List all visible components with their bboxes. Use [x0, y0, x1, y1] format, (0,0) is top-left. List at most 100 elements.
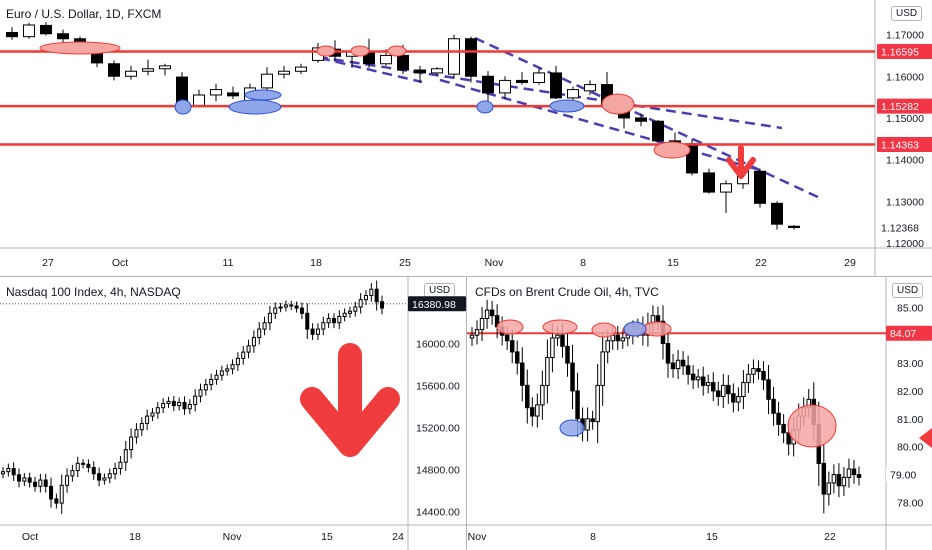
candle	[695, 376, 701, 381]
candle	[585, 418, 590, 431]
x-tick-label: Nov	[485, 257, 504, 269]
y-tick-label: 15200.00	[416, 423, 460, 435]
candle	[57, 33, 69, 40]
x-tick-label: 27	[42, 257, 54, 269]
candle	[620, 337, 626, 342]
touch-marker-red	[39, 41, 121, 55]
candle	[397, 54, 409, 71]
candle	[836, 474, 842, 487]
candle	[545, 356, 550, 386]
y-tick-label: 16000.00	[416, 339, 460, 351]
candle	[710, 382, 716, 392]
candle	[540, 384, 545, 406]
candle	[299, 307, 304, 314]
candle	[81, 462, 86, 465]
candle	[353, 306, 358, 312]
candle	[27, 477, 32, 483]
candle	[766, 379, 771, 400]
candle	[786, 432, 791, 445]
candle	[482, 75, 494, 94]
y-tick-label: 1.12000	[886, 238, 924, 250]
candle	[680, 359, 686, 367]
candle	[746, 373, 751, 384]
candle	[380, 301, 384, 309]
brent-chart[interactable]: CFDs on Brent Crude Oil, 4h, TVC USD 85.…	[467, 277, 932, 550]
candle	[358, 299, 363, 308]
candle	[43, 479, 48, 487]
candle	[337, 315, 342, 324]
candle	[550, 337, 555, 358]
last-price-label: 1.12368	[881, 223, 919, 235]
touch-marker-red	[591, 322, 617, 338]
candle	[177, 401, 182, 407]
candle	[107, 473, 112, 479]
candle	[1, 471, 5, 475]
nasdaq-plot: 16400.0016000.0015600.0015200.0014800.00…	[0, 277, 466, 550]
level-price-label-bg	[877, 136, 932, 152]
candle	[731, 393, 736, 403]
last-price-label-bg	[408, 296, 466, 312]
candle	[567, 89, 579, 99]
candle	[257, 328, 262, 338]
candle	[125, 70, 137, 77]
candle	[484, 309, 490, 319]
x-tick-label: 18	[129, 531, 141, 543]
touch-marker-red	[653, 141, 691, 159]
candle	[754, 170, 766, 204]
candle	[741, 382, 746, 398]
candle	[65, 475, 70, 486]
candle	[700, 376, 706, 386]
x-tick-label: 15	[321, 531, 333, 543]
currency-label[interactable]: USD	[891, 6, 923, 21]
candle	[267, 312, 272, 324]
chart-title: Nasdaq 100 Index, 4h, NASDAQ	[6, 285, 181, 299]
brent-plot: 85.00 83.00 82.00 81.00 80.00 79.00 78.00 Nov 8 1…	[467, 277, 932, 550]
x-tick-label: 18	[310, 257, 322, 269]
candle	[535, 404, 540, 417]
candle	[23, 24, 35, 38]
candle	[821, 462, 827, 495]
candle	[171, 400, 176, 407]
candle	[533, 72, 545, 83]
candle	[342, 312, 347, 317]
candle	[155, 407, 160, 414]
candle	[59, 484, 64, 504]
candle	[203, 384, 208, 391]
touch-marker-red	[387, 45, 407, 57]
panel-divider-vertical	[466, 276, 467, 550]
nasdaq-chart[interactable]: Nasdaq 100 Index, 4h, NASDAQ USD 16400.0…	[0, 277, 466, 550]
x-tick-label: Nov	[223, 531, 242, 543]
candle	[509, 340, 515, 353]
touch-marker-blue	[549, 99, 585, 113]
price-pointer	[919, 428, 932, 448]
candle	[788, 225, 800, 228]
level-price-label: 1.15282	[881, 101, 919, 113]
candle	[489, 309, 495, 317]
trend-line-channel	[474, 36, 821, 200]
candle	[219, 370, 224, 376]
candle	[129, 436, 134, 451]
touch-marker-blue	[174, 99, 192, 115]
candle	[227, 92, 239, 97]
last-price-label-bg	[886, 467, 932, 483]
currency-label[interactable]: USD	[892, 283, 924, 298]
y-tick-label: 15600.00	[416, 381, 460, 393]
candle	[751, 368, 756, 375]
candle	[615, 334, 621, 342]
candle	[771, 398, 776, 414]
candle	[283, 304, 288, 308]
candle	[516, 79, 528, 83]
candle	[841, 476, 847, 487]
level-price-label-bg	[877, 98, 932, 114]
y-tick-label: 85.00	[897, 302, 923, 314]
eurusd-chart[interactable]: Euro / U.S. Dollar, 1D, FXCM USD 1.17000…	[0, 0, 932, 276]
candle	[685, 365, 691, 375]
candle	[414, 69, 426, 74]
touch-marker-red	[350, 45, 370, 57]
candle	[716, 390, 721, 398]
level-price-label: 84.07	[890, 328, 916, 340]
candle	[776, 412, 781, 425]
candle	[97, 473, 102, 481]
last-price-label: 16380.98	[412, 299, 456, 311]
candle	[670, 362, 676, 370]
